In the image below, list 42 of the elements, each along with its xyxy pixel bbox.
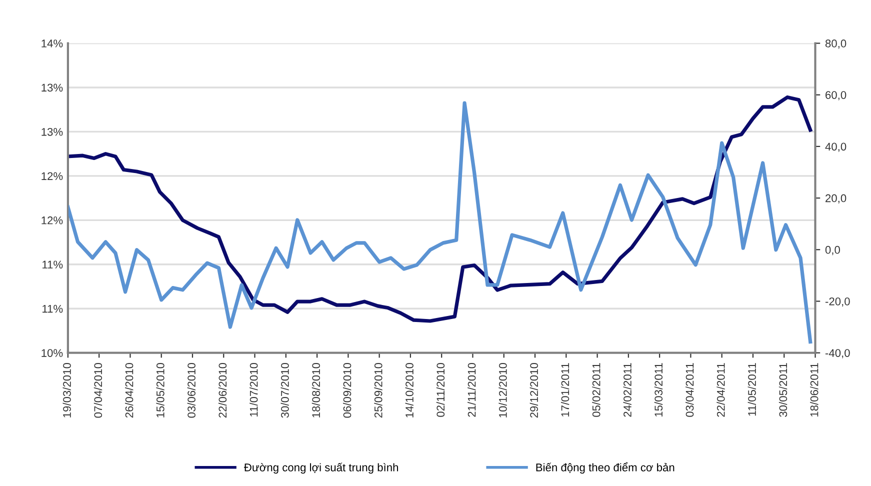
y-tick-label: 11%	[42, 304, 63, 313]
x-tick-label: 22/04/2011	[716, 363, 725, 417]
x-tick-label: 02/11/2010	[436, 362, 445, 417]
x-tick-label: 18/06/2011	[810, 363, 818, 416]
x-tick-label: 30/05/2011	[778, 363, 788, 417]
x-tick-label: 03/04/2011	[686, 363, 694, 417]
y2-tick-label: -40,0	[825, 349, 850, 358]
legend-label: Đường cong lợi suất trung bình	[244, 462, 398, 474]
x-tick-label: 07/04/2010	[94, 362, 102, 418]
x-tick-label: 29/12/2010	[530, 362, 538, 418]
x-tick-label: 06/09/2010	[343, 362, 352, 418]
y2-tick-label: 0,0	[825, 246, 840, 256]
x-tick-label: 15/03/2011	[654, 363, 663, 416]
y2-tick-label: 40,0	[825, 142, 846, 152]
y-tick-label: 13%	[42, 128, 63, 136]
x-tick-label: 22/06/2010	[218, 362, 227, 418]
y-tick-label: 12%	[42, 172, 63, 180]
y-tick-label: 14%	[42, 40, 63, 48]
x-tick-label: 26/04/2010	[125, 362, 134, 418]
x-tick-label: 10/12/2010	[498, 362, 507, 418]
x-tick-label: 25/09/2010	[374, 362, 382, 418]
x-tick-label: 15/05/2010	[156, 362, 164, 418]
x-tick-label: 21/11/2010	[468, 362, 476, 417]
y-tick-label: 13%	[42, 84, 63, 92]
x-tick-label: 05/02/2011	[592, 363, 600, 417]
y2-tick-label: 80,0	[825, 40, 846, 49]
x-tick-label: 18/08/2010	[312, 362, 320, 418]
x-tick-label: 24/02/2011	[623, 363, 632, 417]
y2-tick-label: -20,0	[825, 298, 850, 307]
x-tick-label: 11/05/2011	[748, 363, 756, 416]
x-tick-label: 30/07/2010	[280, 362, 289, 418]
x-tick-label: 03/06/2010	[187, 362, 196, 418]
x-tick-label: 11/07/2010	[250, 362, 258, 416]
x-tick-label: 17/01/2011	[560, 363, 570, 416]
y2-tick-label: 20,0	[826, 194, 846, 204]
y-tick-label: 12%	[42, 216, 63, 224]
x-tick-label: 19/03/2010	[62, 362, 71, 418]
legend-label: Biến động theo điểm cơ bản	[536, 462, 674, 474]
y-tick-label: 10%	[42, 349, 63, 357]
y-tick-label: 11%	[42, 260, 63, 268]
y2-tick-label: 60,0	[826, 91, 846, 100]
x-tick-label: 14/10/2010	[405, 362, 414, 418]
